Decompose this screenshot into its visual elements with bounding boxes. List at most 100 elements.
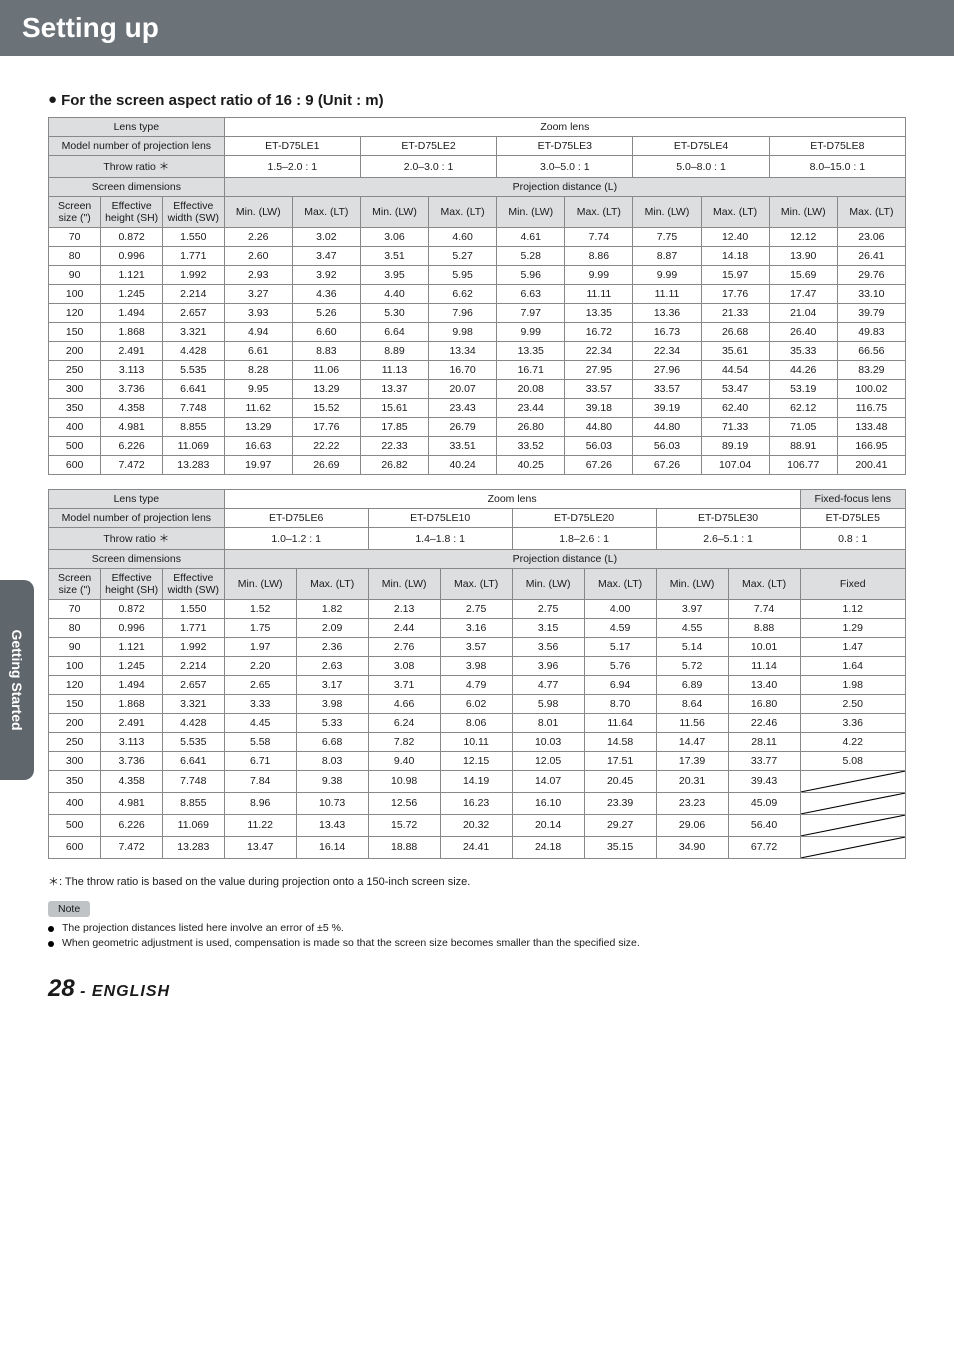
table-cell: 4.00 — [584, 600, 656, 619]
table-cell: 5.72 — [656, 657, 728, 676]
table-cell: 7.472 — [101, 836, 163, 858]
table-row: 700.8721.5502.263.023.064.604.617.747.75… — [49, 228, 906, 247]
notes-list: The projection distances listed here inv… — [48, 921, 906, 951]
table-cell: 15.72 — [368, 814, 440, 836]
table-cell: 9.98 — [429, 323, 497, 342]
table-cell: 3.97 — [656, 600, 728, 619]
table-cell: 600 — [49, 456, 101, 475]
table-row: 1201.4942.6572.653.173.714.794.776.946.8… — [49, 676, 906, 695]
table-row: 800.9961.7711.752.092.443.163.154.594.55… — [49, 619, 906, 638]
t1-lens-4: ET-D75LE8 — [769, 137, 905, 156]
table-cell: 150 — [49, 323, 101, 342]
table-row: 5006.22611.06916.6322.2222.3333.5133.525… — [49, 437, 906, 456]
table-cell: 11.56 — [656, 714, 728, 733]
table-cell: 1.82 — [296, 600, 368, 619]
t2-h-x3: Max. (LT) — [728, 569, 800, 600]
table-cell: 16.80 — [728, 695, 800, 714]
table-cell: 39.43 — [728, 771, 800, 793]
t2-lens-2: ET-D75LE20 — [512, 509, 656, 528]
table-cell: 62.12 — [769, 399, 837, 418]
table-cell: 5.33 — [296, 714, 368, 733]
note-1: When geometric adjustment is used, compe… — [48, 936, 906, 951]
table-cell: 33.52 — [497, 437, 565, 456]
table-row: 3003.7366.6416.718.039.4012.1512.0517.51… — [49, 752, 906, 771]
table-cell: 3.47 — [292, 247, 360, 266]
table-cell: 3.27 — [224, 285, 292, 304]
table-cell: 29.27 — [584, 814, 656, 836]
table-cell-fixed — [800, 836, 905, 858]
table-cell: 4.94 — [224, 323, 292, 342]
table-row: 2503.1135.5358.2811.0611.1316.7016.7127.… — [49, 361, 906, 380]
table-row: 901.1211.9921.972.362.763.573.565.175.14… — [49, 638, 906, 657]
table-cell: 13.35 — [497, 342, 565, 361]
table-cell: 13.47 — [224, 836, 296, 858]
t1-lens-3: ET-D75LE4 — [633, 137, 769, 156]
section-title-text: For the screen aspect ratio of 16 : 9 (U… — [61, 92, 384, 109]
table-cell: 11.62 — [224, 399, 292, 418]
table-cell: 67.72 — [728, 836, 800, 858]
table-cell: 9.38 — [296, 771, 368, 793]
table-row: 700.8721.5501.521.822.132.752.754.003.97… — [49, 600, 906, 619]
table-cell: 7.74 — [728, 600, 800, 619]
table-cell: 16.70 — [429, 361, 497, 380]
table-cell: 1.992 — [162, 638, 224, 657]
table-cell: 11.069 — [162, 437, 224, 456]
table-cell: 53.47 — [701, 380, 769, 399]
table-cell: 2.36 — [296, 638, 368, 657]
table-cell: 1.75 — [224, 619, 296, 638]
table-cell: 1.771 — [162, 619, 224, 638]
table-cell: 34.90 — [656, 836, 728, 858]
table-cell: 26.68 — [701, 323, 769, 342]
table-cell: 15.69 — [769, 266, 837, 285]
table-cell: 23.43 — [429, 399, 497, 418]
table-cell: 5.14 — [656, 638, 728, 657]
table-cell: 8.01 — [512, 714, 584, 733]
table-cell: 8.64 — [656, 695, 728, 714]
table-cell: 3.95 — [360, 266, 428, 285]
t2-h-fixed: Fixed — [800, 569, 905, 600]
table-cell: 100.02 — [837, 380, 905, 399]
table-cell: 15.97 — [701, 266, 769, 285]
table-cell: 3.06 — [360, 228, 428, 247]
table-cell: 35.61 — [701, 342, 769, 361]
table-cell: 300 — [49, 380, 101, 399]
table-cell: 200 — [49, 342, 101, 361]
t2-lens-1: ET-D75LE10 — [368, 509, 512, 528]
table-cell: 2.26 — [224, 228, 292, 247]
table-cell: 22.33 — [360, 437, 428, 456]
table-cell: 13.43 — [296, 814, 368, 836]
table-cell: 3.93 — [224, 304, 292, 323]
table-cell: 90 — [49, 266, 101, 285]
table-row: 4004.9818.85513.2917.7617.8526.7926.8044… — [49, 418, 906, 437]
table-cell: 5.30 — [360, 304, 428, 323]
table-cell: 40.25 — [497, 456, 565, 475]
table-cell: 120 — [49, 676, 101, 695]
table-cell: 0.872 — [101, 228, 163, 247]
t1-h-x3: Max. (LT) — [701, 197, 769, 228]
table-cell: 0.996 — [101, 619, 163, 638]
table-cell: 2.657 — [162, 304, 224, 323]
table-cell: 600 — [49, 836, 101, 858]
t1-h-m1: Min. (LW) — [360, 197, 428, 228]
table-cell: 15.61 — [360, 399, 428, 418]
table-cell: 89.19 — [701, 437, 769, 456]
table-cell: 12.40 — [701, 228, 769, 247]
section-title: ●For the screen aspect ratio of 16 : 9 (… — [48, 92, 906, 109]
table-cell: 200 — [49, 714, 101, 733]
table-cell: 2.214 — [162, 657, 224, 676]
table-cell: 13.283 — [162, 456, 224, 475]
t1-ratio-3: 5.0–8.0 : 1 — [633, 156, 769, 178]
table-cell: 9.99 — [497, 323, 565, 342]
table-cell: 16.10 — [512, 792, 584, 814]
t1-h-x0: Max. (LT) — [292, 197, 360, 228]
table-cell: 9.95 — [224, 380, 292, 399]
table-cell: 6.63 — [497, 285, 565, 304]
table-cell: 14.47 — [656, 733, 728, 752]
table-cell: 26.40 — [769, 323, 837, 342]
table-row: 3003.7366.6419.9513.2913.3720.0720.0833.… — [49, 380, 906, 399]
table-cell: 88.91 — [769, 437, 837, 456]
table-cell: 2.44 — [368, 619, 440, 638]
table-cell: 8.88 — [728, 619, 800, 638]
t1-ratio-2: 3.0–5.0 : 1 — [497, 156, 633, 178]
table-cell: 33.57 — [633, 380, 701, 399]
